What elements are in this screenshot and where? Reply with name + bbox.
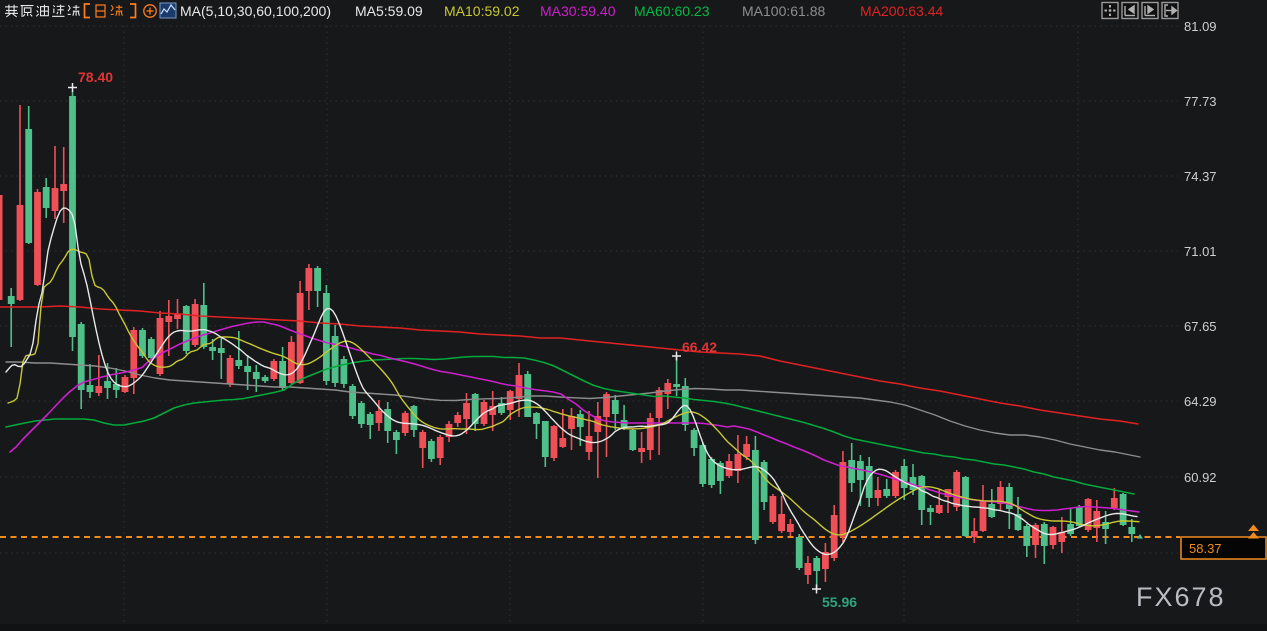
svg-text:64.29: 64.29: [1184, 394, 1217, 409]
svg-text:MA200:63.44: MA200:63.44: [860, 3, 943, 19]
svg-text:MA60:60.23: MA60:60.23: [634, 3, 710, 19]
svg-text:FX678: FX678: [1136, 582, 1226, 612]
svg-text:71.01: 71.01: [1184, 244, 1217, 259]
svg-text:81.09: 81.09: [1184, 19, 1217, 34]
svg-text:60.92: 60.92: [1184, 470, 1217, 485]
svg-text:77.73: 77.73: [1184, 94, 1217, 109]
svg-text:MA100:61.88: MA100:61.88: [742, 3, 825, 19]
svg-text:78.40: 78.40: [78, 69, 113, 85]
svg-text:MA(5,10,30,60,100,200): MA(5,10,30,60,100,200): [180, 3, 331, 19]
svg-text:MA10:59.02: MA10:59.02: [444, 3, 520, 19]
svg-text:67.65: 67.65: [1184, 319, 1217, 334]
svg-text:66.42: 66.42: [682, 339, 717, 355]
svg-text:MA5:59.09: MA5:59.09: [355, 3, 423, 19]
svg-text:55.96: 55.96: [822, 594, 857, 610]
svg-text:MA30:59.40: MA30:59.40: [540, 3, 616, 19]
svg-text:58.37: 58.37: [1189, 541, 1222, 556]
svg-text:74.37: 74.37: [1184, 169, 1217, 184]
